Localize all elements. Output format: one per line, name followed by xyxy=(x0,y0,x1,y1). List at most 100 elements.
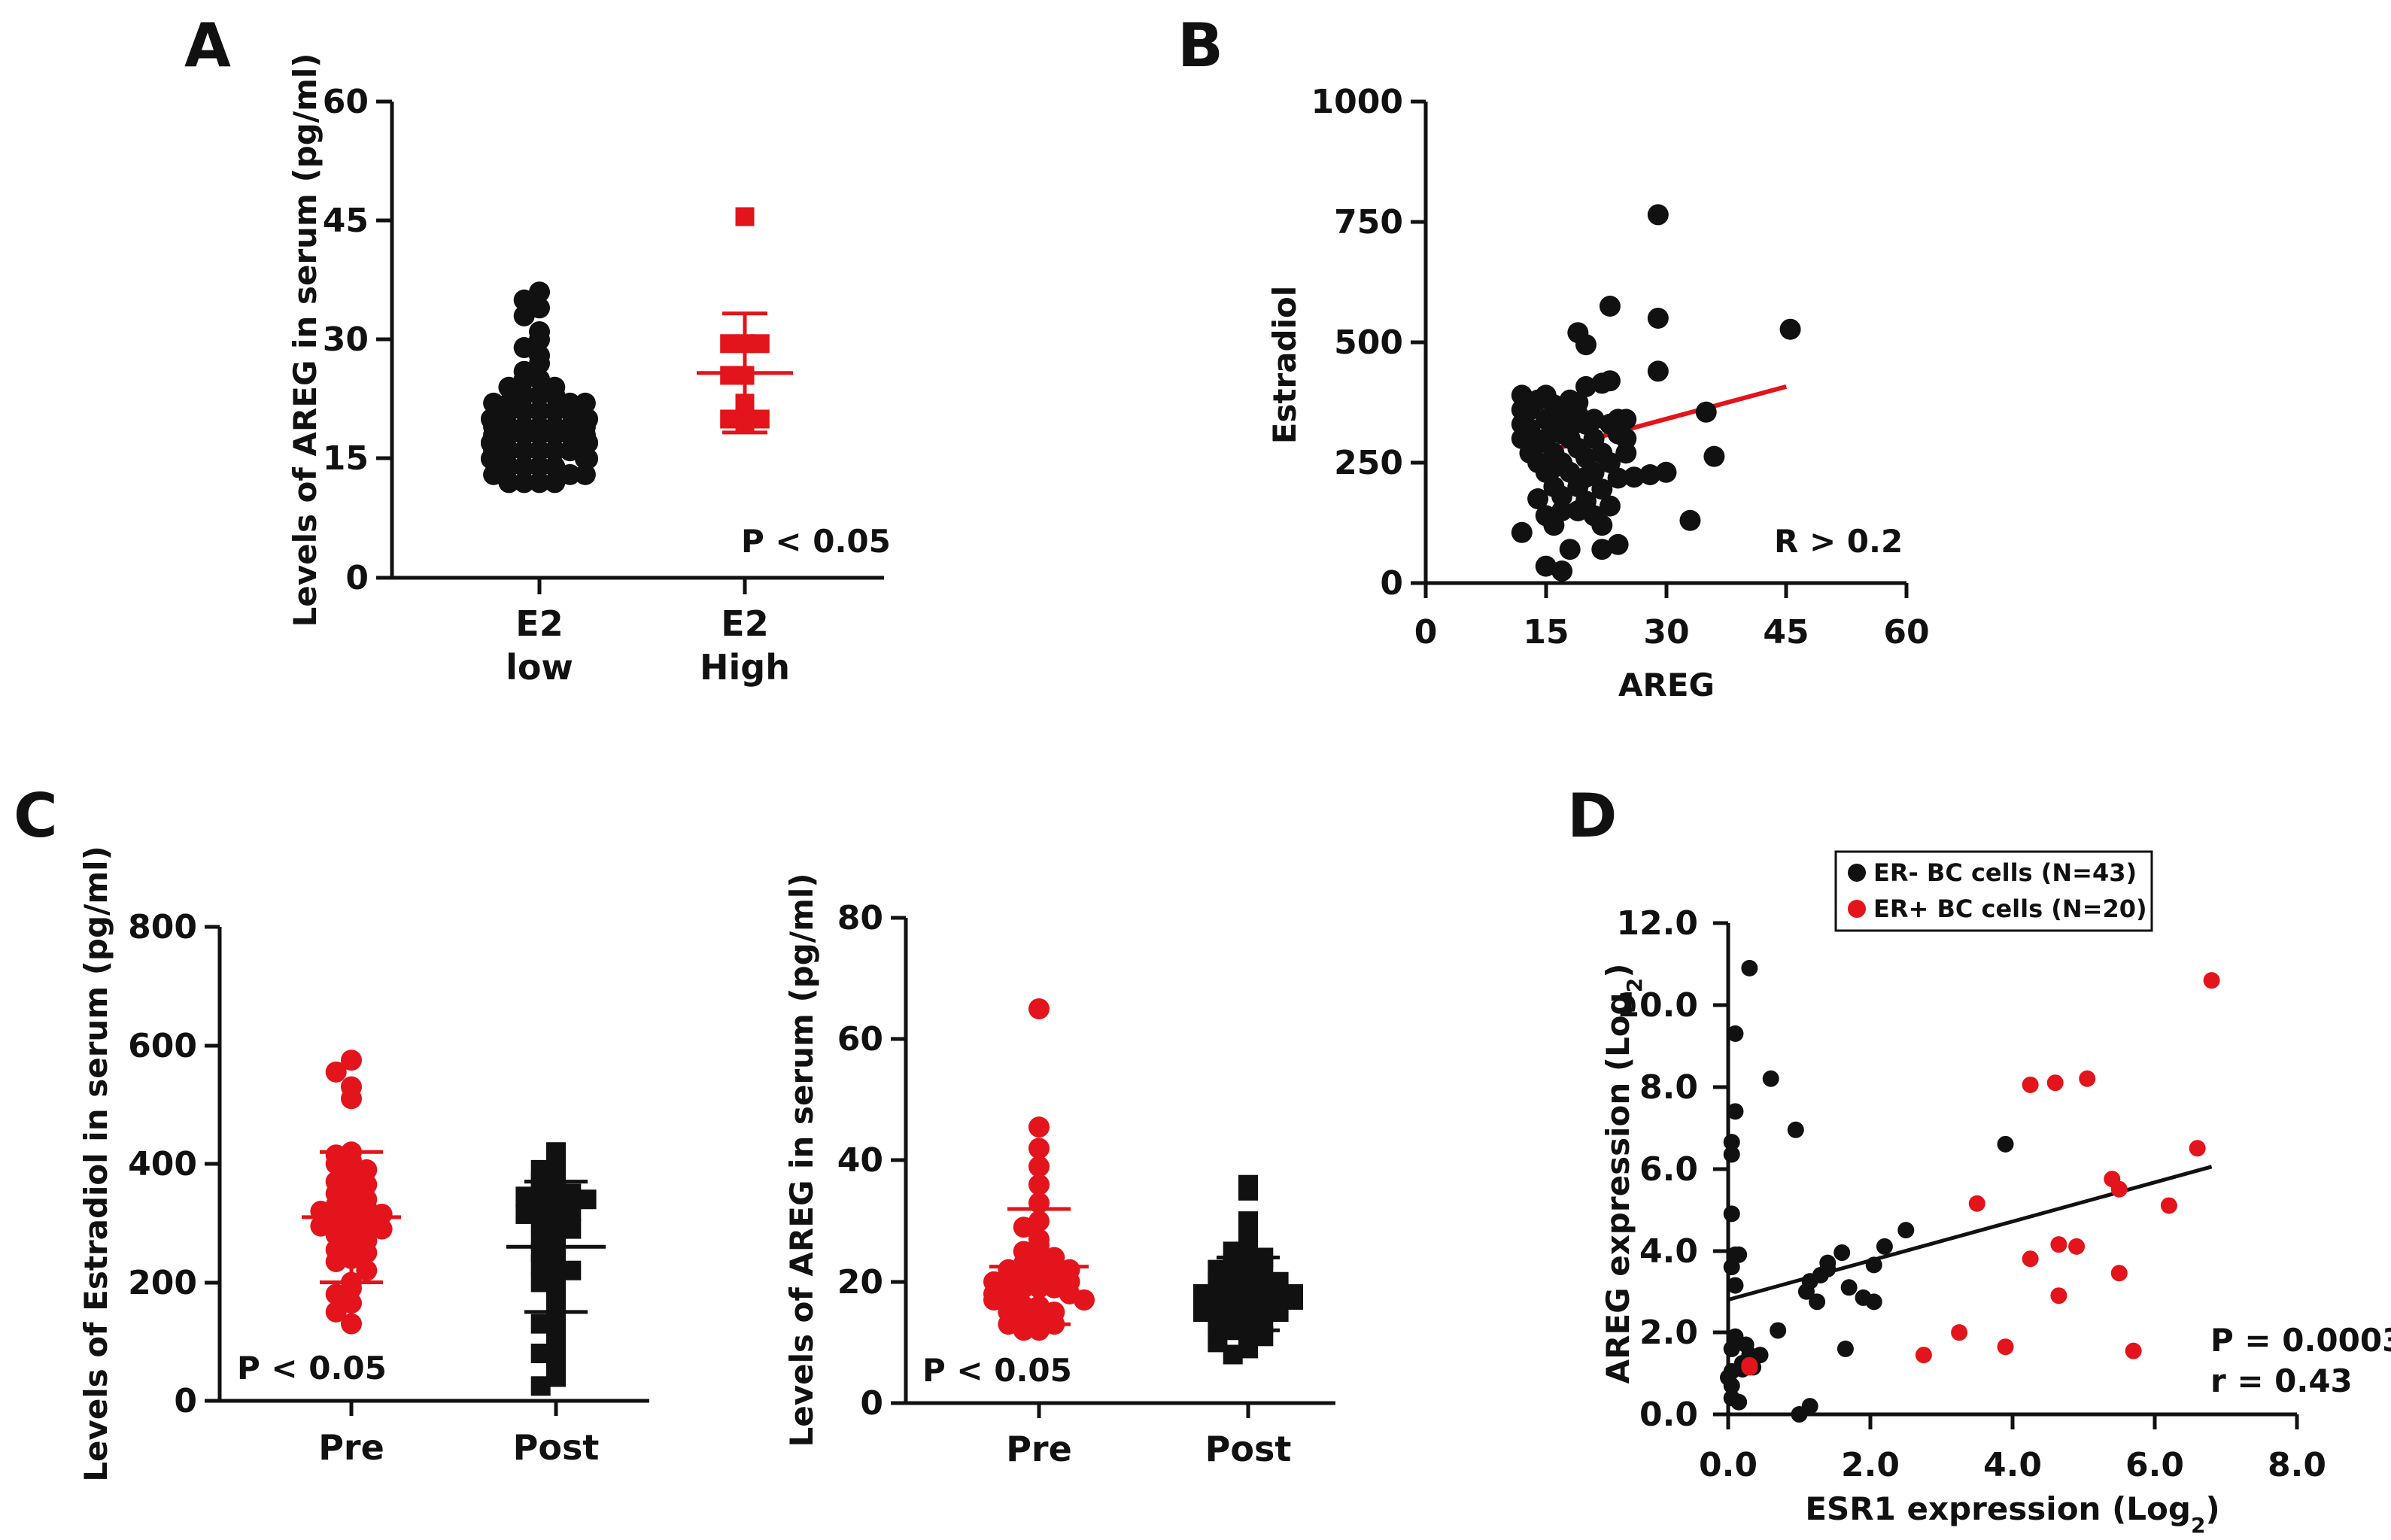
a-group-0-point-23 xyxy=(544,400,566,422)
a-group-0-point-56 xyxy=(498,440,520,462)
b-xtick-2: 30 xyxy=(1643,613,1689,652)
d-series-0-point-11 xyxy=(1727,1277,1744,1294)
d-series-0-point-5 xyxy=(1997,1135,2014,1153)
d-series-0-point-40 xyxy=(1797,1283,1815,1300)
a-group-0-point-3 xyxy=(513,305,535,327)
b-point-25 xyxy=(1527,488,1549,509)
d-series-1-point-17 xyxy=(2125,1342,2142,1359)
b-point-1 xyxy=(1779,318,1801,340)
d-xlabel: ESR1 expression (Log2) xyxy=(1805,1490,2219,1538)
a-group-1-point-3 xyxy=(750,334,770,354)
a-group-0-point-72 xyxy=(513,472,535,494)
c1-group-0-point-0 xyxy=(341,1049,362,1071)
d-series-0-point-6 xyxy=(1723,1134,1740,1151)
b-stat-text: R > 0.2 xyxy=(1774,523,1903,560)
c1-ytick-3: 600 xyxy=(128,1027,197,1065)
b-point-15 xyxy=(1623,466,1645,488)
a-xcat-0-line1: E2 xyxy=(515,603,563,644)
c1-ytick-1: 200 xyxy=(128,1264,197,1302)
d-xtick-4: 8.0 xyxy=(2268,1446,2326,1484)
b-point-3 xyxy=(1599,296,1621,317)
b-point-40 xyxy=(1551,560,1573,582)
c2-ytick-3: 60 xyxy=(837,1020,883,1059)
d-series-1-point-16 xyxy=(1997,1338,2014,1356)
b-point-6 xyxy=(1647,360,1669,382)
d-series-0-point-28 xyxy=(1819,1254,1837,1271)
a-group-0-point-54 xyxy=(513,440,535,462)
d-series-1-point-0 xyxy=(2203,972,2220,989)
d-series-0-point-39 xyxy=(1720,1369,1736,1387)
c2-ytick-1: 20 xyxy=(837,1263,883,1302)
legend-box xyxy=(1834,850,2153,932)
panel-a-axes xyxy=(376,99,884,594)
a-group-0-point-70 xyxy=(574,463,596,485)
b-point-10 xyxy=(1695,401,1717,423)
d-series-1-point-2 xyxy=(2046,1074,2064,1092)
c2-group-0-point-1 xyxy=(1028,1116,1050,1138)
d-xtick-3: 6.0 xyxy=(2125,1446,2184,1484)
c1-group-0-point-7 xyxy=(325,1153,347,1174)
b-point-63 xyxy=(1615,442,1637,464)
d-series-0-point-33 xyxy=(1865,1293,1882,1311)
c1-group-0-point-19 xyxy=(371,1203,393,1225)
a-xcat-0-line2: low xyxy=(506,647,573,688)
d-stat-p: P = 0.0003 xyxy=(2210,1322,2391,1359)
b-ytick-0: 0 xyxy=(1380,564,1403,603)
c2-group-0-point-31 xyxy=(1074,1289,1095,1311)
d-series-1-point-12 xyxy=(2160,1197,2177,1214)
b-point-73 xyxy=(1583,505,1605,527)
b-point-77 xyxy=(1543,515,1565,536)
d-series-1-point-1 xyxy=(2022,1076,2039,1093)
a-group-0-point-42 xyxy=(498,424,520,446)
c2-ytick-0: 0 xyxy=(860,1384,883,1423)
d-series-1-point-3 xyxy=(2079,1070,2096,1087)
b-xtick-4: 60 xyxy=(1883,613,1929,652)
d-series-1-point-4 xyxy=(2189,1140,2206,1157)
b-point-31 xyxy=(1535,555,1557,577)
b-ylabel: Estradiol xyxy=(1266,286,1303,445)
c1-group-0-point-37 xyxy=(341,1292,362,1314)
d-xlabel-sub: 2 xyxy=(2191,1513,2205,1538)
c1-group-0-point-32 xyxy=(325,1250,347,1272)
d-series-1-point-13 xyxy=(2050,1287,2067,1305)
panel-letter-d: D xyxy=(1567,781,1617,851)
c1-group-0-point-23 xyxy=(310,1215,332,1237)
c1-group-0-point-24 xyxy=(371,1218,393,1240)
a-group-0-point-55 xyxy=(544,440,566,462)
b-point-59 xyxy=(1599,495,1621,517)
d-series-0-point-8 xyxy=(1723,1205,1740,1223)
d-series-0-point-35 xyxy=(1876,1238,1893,1255)
c2-ytick-2: 40 xyxy=(837,1141,883,1180)
panel-c-areg: 0 20 40 60 80 Pre Post Levels of AREG in… xyxy=(783,873,1335,1469)
d-series-0-point-3 xyxy=(1762,1070,1779,1087)
b-ytick-3: 750 xyxy=(1334,203,1403,241)
d-series-0-point-23 xyxy=(1801,1398,1818,1415)
a-ytick-2: 30 xyxy=(323,320,369,359)
panel-c2-axes xyxy=(891,916,1335,1418)
d-series-0-point-0 xyxy=(1741,959,1758,977)
b-point-5 xyxy=(1575,334,1597,356)
legend-er-pos-label: ER+ BC cells (N=20) xyxy=(1873,895,2147,923)
b-point-71 xyxy=(1567,392,1589,413)
c2-xcat-pre: Pre xyxy=(1006,1429,1072,1469)
c1-stat-text: P < 0.05 xyxy=(237,1350,387,1387)
a-xcat-1-line2: High xyxy=(700,647,790,688)
d-series-0-point-17 xyxy=(1770,1322,1787,1339)
b-ytick-2: 500 xyxy=(1334,323,1403,362)
b-ytick-1: 250 xyxy=(1334,444,1403,482)
d-series-1-point-15 xyxy=(1915,1347,1932,1364)
c2-group-0-point-7 xyxy=(1013,1217,1034,1238)
a-ytick-1: 15 xyxy=(323,439,369,478)
d-series-0-point-36 xyxy=(1897,1222,1915,1239)
d-xtick-2: 4.0 xyxy=(1983,1446,2042,1484)
c2-group-0-point-4 xyxy=(1028,1174,1050,1195)
panel-c1-axes xyxy=(205,925,649,1416)
c1-xcat-post: Post xyxy=(513,1427,600,1468)
c2-group-0-point-30 xyxy=(983,1289,1004,1311)
d-ytick-1: 2.0 xyxy=(1639,1314,1698,1352)
a-group-0-point-73 xyxy=(544,472,566,494)
d-series-1-point-10 xyxy=(2022,1250,2039,1268)
c1-group-0-point-38 xyxy=(325,1301,347,1323)
d-xlabel-end: ) xyxy=(2205,1490,2219,1527)
a-group-0-point-22 xyxy=(513,400,535,422)
